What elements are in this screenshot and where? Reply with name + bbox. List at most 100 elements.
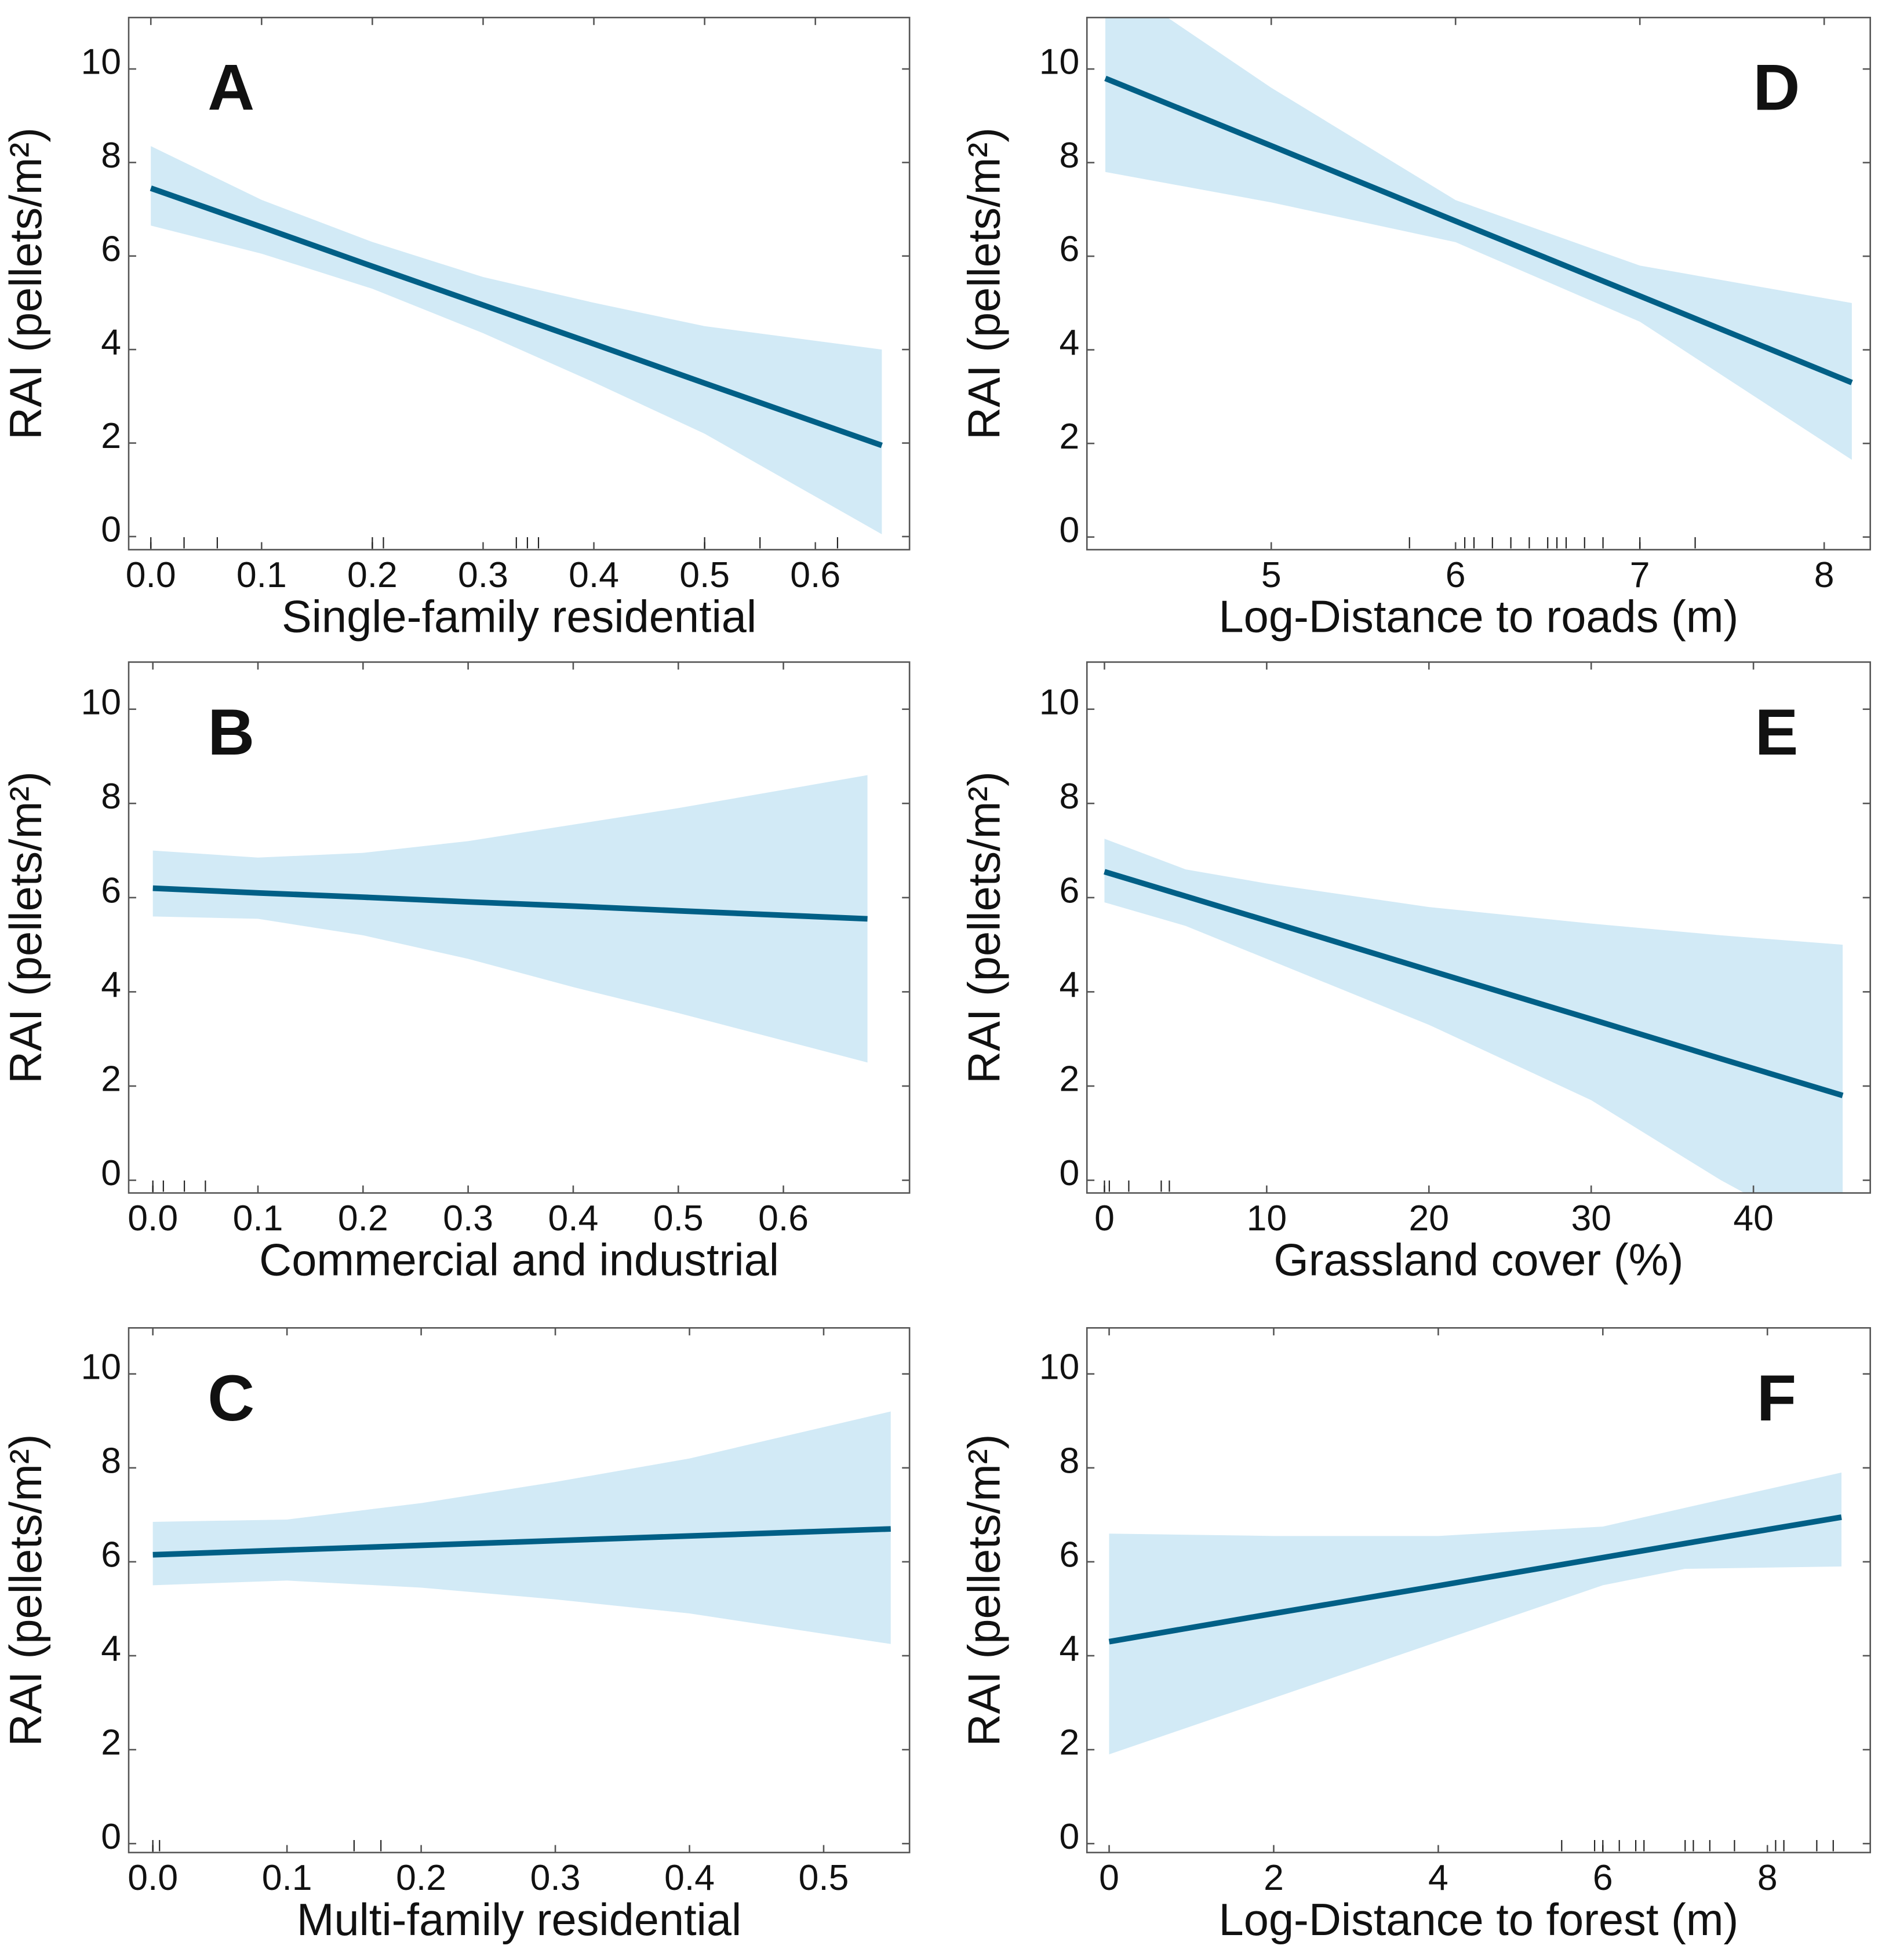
y-tick-label: 8 (1060, 135, 1080, 176)
y-tick-label: 0 (101, 509, 121, 549)
x-tick-label: 40 (1733, 1198, 1774, 1238)
panel-label: E (1755, 696, 1799, 768)
x-tick-label: 0 (1099, 1857, 1119, 1898)
panel: 0 2 4 6 8 10 0.0 0.1 0.2 0.3 0.4 0.5 0.6 Single-famil… (1, 16, 911, 642)
y-tick-label: 10 (1039, 1346, 1080, 1387)
plot-frame (1086, 1327, 1871, 1853)
x-tick-label: 0.5 (679, 555, 730, 595)
confidence-band (1104, 839, 1843, 1193)
panel-label: D (1753, 52, 1800, 124)
y-tick-label: 4 (1060, 964, 1080, 1005)
x-tick-label: 0.1 (262, 1857, 312, 1898)
x-axis-label: Log-Distance to roads (m) (1219, 592, 1739, 642)
x-tick-label: 0.2 (347, 555, 398, 595)
x-tick-label: 0.4 (548, 1198, 599, 1238)
y-tick-label: 2 (101, 1722, 121, 1763)
confidence-band (1105, 17, 1852, 460)
panel-label: A (208, 52, 254, 124)
y-tick-label: 6 (1060, 870, 1080, 910)
confidence-band (152, 775, 868, 1063)
y-tick-label: 2 (1060, 1722, 1080, 1763)
y-tick-label: 10 (1039, 682, 1080, 722)
plot-frame (128, 1327, 911, 1853)
y-axis-label: RAI (pellets/m²) (959, 1434, 1009, 1747)
x-tick-label: 0.0 (128, 1198, 178, 1238)
y-tick-label: 2 (1060, 416, 1080, 457)
x-tick-label: 7 (1630, 555, 1650, 595)
x-tick-label: 0.5 (653, 1198, 704, 1238)
x-tick-label: 6 (1593, 1857, 1613, 1898)
y-tick-label: 6 (101, 228, 121, 269)
x-tick-label: 0 (1094, 1198, 1115, 1238)
plot-frame (1086, 16, 1871, 551)
x-tick-label: 0.3 (458, 555, 508, 595)
y-tick-label: 8 (1060, 1440, 1080, 1481)
panel-label: B (208, 696, 254, 768)
plot-frame (128, 16, 911, 551)
y-tick-label: 4 (101, 322, 121, 363)
confidence-band (1109, 1472, 1841, 1755)
x-axis-label: Commercial and industrial (259, 1236, 779, 1285)
x-tick-label: 0.5 (799, 1857, 849, 1898)
fit-line (1104, 75, 1853, 385)
y-axis-label: RAI (pellets/m²) (1, 771, 51, 1084)
x-tick-label: 0.2 (338, 1198, 388, 1238)
panel: 0 2 4 6 8 10 0 10 20 30 40 Grassland cover (%) RAI (… (959, 661, 1871, 1285)
panel-label: F (1757, 1362, 1796, 1434)
panel: 0 2 4 6 8 10 5 6 7 8 Log-Distance to roads (m) RAI … (959, 16, 1871, 642)
x-tick-label: 4 (1428, 1857, 1448, 1898)
y-tick-label: 0 (101, 1816, 121, 1857)
y-tick-label: 10 (1039, 42, 1080, 82)
y-tick-label: 2 (101, 416, 121, 456)
plot-frame (1086, 661, 1871, 1194)
y-tick-label: 8 (101, 776, 121, 817)
x-tick-label: 0.1 (233, 1198, 283, 1238)
x-tick-label: 8 (1814, 555, 1835, 595)
y-tick-label: 6 (101, 1535, 121, 1575)
y-tick-label: 6 (101, 870, 121, 910)
x-tick-label: 8 (1757, 1857, 1778, 1898)
y-tick-label: 4 (1060, 1629, 1080, 1669)
confidence-band (151, 146, 882, 534)
x-tick-label: 0.0 (128, 1857, 178, 1898)
y-tick-label: 4 (1060, 322, 1080, 363)
y-tick-label: 8 (101, 1440, 121, 1481)
y-tick-label: 10 (81, 42, 122, 82)
y-tick-label: 4 (101, 1629, 121, 1669)
x-tick-label: 10 (1247, 1198, 1287, 1238)
x-tick-label: 0.6 (790, 555, 840, 595)
fit-line (150, 185, 883, 449)
panel-label: C (208, 1362, 254, 1434)
y-tick-label: 2 (101, 1059, 121, 1099)
y-axis-label: RAI (pellets/m²) (1, 127, 51, 440)
y-tick-label: 4 (101, 964, 121, 1005)
x-tick-label: 0.4 (569, 555, 619, 595)
y-tick-label: 6 (1060, 1535, 1080, 1575)
fit-line (1104, 869, 1844, 1098)
x-tick-label: 0.2 (396, 1857, 446, 1898)
y-tick-label: 8 (101, 135, 121, 176)
fit-line (152, 1526, 891, 1558)
y-tick-label: 0 (1060, 509, 1080, 550)
x-tick-label: 0.6 (758, 1198, 809, 1238)
x-tick-label: 30 (1571, 1198, 1611, 1238)
y-tick-label: 0 (1060, 1816, 1080, 1857)
x-tick-label: 5 (1261, 555, 1282, 595)
confidence-band (152, 1411, 891, 1644)
x-tick-label: 2 (1264, 1857, 1284, 1898)
panel: 0 2 4 6 8 10 0 2 4 6 8 Log-Distance to forest (m) RA… (959, 1327, 1871, 1945)
x-tick-label: 0.3 (443, 1198, 493, 1238)
y-tick-label: 2 (1060, 1059, 1080, 1099)
plot-frame (128, 661, 911, 1194)
x-tick-label: 6 (1446, 555, 1466, 595)
fit-line (152, 885, 868, 922)
y-tick-label: 10 (81, 1346, 122, 1387)
x-tick-label: 0.4 (664, 1857, 715, 1898)
x-tick-label: 20 (1409, 1198, 1450, 1238)
y-tick-label: 10 (81, 682, 122, 722)
panel: 0 2 4 6 8 10 0.0 0.1 0.2 0.3 0.4 0.5 Multi-family re… (1, 1327, 911, 1945)
x-axis-label: Multi-family residential (297, 1895, 741, 1945)
